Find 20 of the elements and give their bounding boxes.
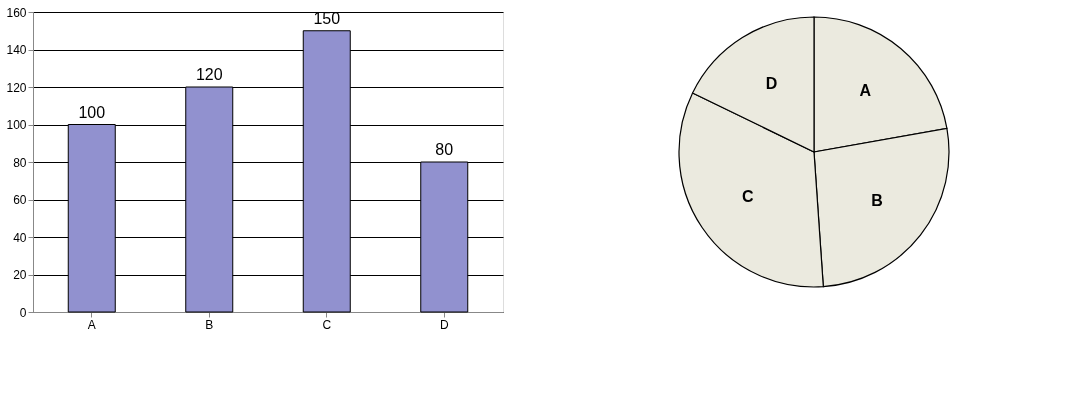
slice-label: D bbox=[765, 75, 778, 93]
y-tick-label: 140 bbox=[6, 43, 27, 57]
slice-label: C bbox=[741, 187, 754, 205]
y-tick-label: 160 bbox=[6, 5, 27, 20]
y-tick-label: 0 bbox=[19, 305, 27, 320]
data-label: 120 bbox=[195, 66, 223, 83]
slice-label: A bbox=[859, 81, 872, 99]
x-tick-label: A bbox=[87, 317, 96, 332]
x-tick-label: B bbox=[205, 317, 214, 332]
y-tick-label: 80 bbox=[13, 155, 27, 170]
data-label: 80 bbox=[435, 141, 454, 158]
y-tick-label: 100 bbox=[6, 118, 27, 132]
y-tick-label: 60 bbox=[13, 193, 27, 207]
y-tick-label: 120 bbox=[6, 80, 27, 95]
x-tick-label: D bbox=[439, 317, 449, 332]
y-tick-label: 20 bbox=[13, 268, 27, 282]
data-label: 100 bbox=[78, 103, 106, 121]
x-tick-label: C bbox=[322, 317, 332, 332]
y-tick-label: 40 bbox=[13, 230, 27, 245]
slice-label: B bbox=[871, 192, 883, 210]
